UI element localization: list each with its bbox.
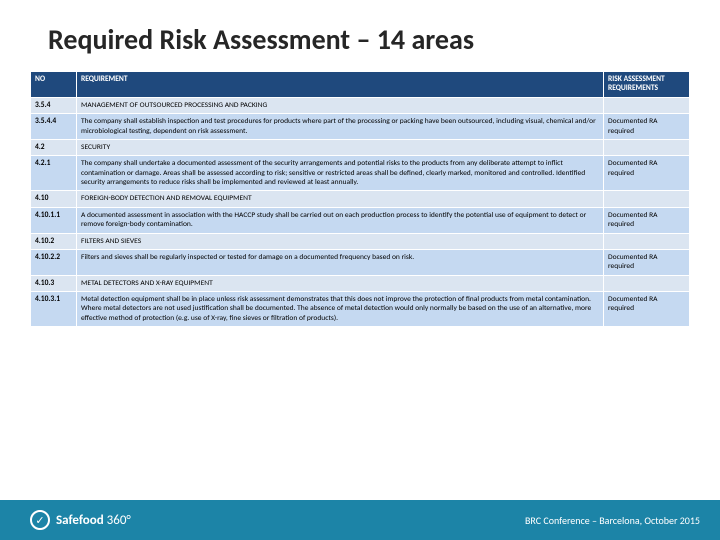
- table-row: 4.2SECURITY: [31, 139, 690, 155]
- table-row: 3.5.4MANAGEMENT OF OUTSOURCED PROCESSING…: [31, 97, 690, 113]
- cell-req: The company shall establish inspection a…: [77, 114, 604, 140]
- cell-req: The company shall undertake a documented…: [77, 156, 604, 191]
- cell-risk: [604, 97, 690, 113]
- cell-no: 4.2.1: [31, 156, 77, 191]
- logo-icon: ✓: [30, 510, 50, 530]
- cell-risk: [604, 233, 690, 249]
- cell-no: 4.10.2: [31, 233, 77, 249]
- table-row: 4.10FOREIGN-BODY DETECTION AND REMOVAL E…: [31, 191, 690, 207]
- table-row: 4.10.1.1A documented assessment in assoc…: [31, 207, 690, 233]
- cell-risk: [604, 191, 690, 207]
- cell-req: A documented assessment in association w…: [77, 207, 604, 233]
- cell-risk: Documented RA required: [604, 114, 690, 140]
- cell-risk: [604, 275, 690, 291]
- cell-no: 4.10.3: [31, 275, 77, 291]
- cell-req: MANAGEMENT OF OUTSOURCED PROCESSING AND …: [77, 97, 604, 113]
- cell-req: FOREIGN-BODY DETECTION AND REMOVAL EQUIP…: [77, 191, 604, 207]
- cell-req: Filters and sieves shall be regularly in…: [77, 249, 604, 275]
- cell-risk: Documented RA required: [604, 292, 690, 327]
- cell-no: 3.5.4: [31, 97, 77, 113]
- cell-risk: Documented RA required: [604, 207, 690, 233]
- cell-req: SECURITY: [77, 139, 604, 155]
- cell-risk: [604, 139, 690, 155]
- th-risk: RISK ASSESSMENT REQUIREMENTS: [604, 72, 690, 98]
- table-row: 4.10.3METAL DETECTORS AND X-RAY EQUIPMEN…: [31, 275, 690, 291]
- conference-text: BRC Conference – Barcelona, October 2015: [525, 514, 700, 527]
- logo: ✓ Safefood 360°: [30, 510, 131, 530]
- table-row: 4.10.2.2Filters and sieves shall be regu…: [31, 249, 690, 275]
- cell-req: METAL DETECTORS AND X-RAY EQUIPMENT: [77, 275, 604, 291]
- cell-req: Metal detection equipment shall be in pl…: [77, 292, 604, 327]
- cell-no: 4.10.3.1: [31, 292, 77, 327]
- th-req: REQUIREMENT: [77, 72, 604, 98]
- table-row: 3.5.4.4The company shall establish inspe…: [31, 114, 690, 140]
- table-row: 4.10.2FILTERS AND SIEVES: [31, 233, 690, 249]
- footer-bar: ✓ Safefood 360° BRC Conference – Barcelo…: [0, 500, 720, 540]
- th-no: NO: [31, 72, 77, 98]
- cell-risk: Documented RA required: [604, 249, 690, 275]
- cell-risk: Documented RA required: [604, 156, 690, 191]
- cell-req: FILTERS AND SIEVES: [77, 233, 604, 249]
- page-title: Required Risk Assessment – 14 areas: [0, 0, 720, 71]
- cell-no: 4.10.2.2: [31, 249, 77, 275]
- cell-no: 4.2: [31, 139, 77, 155]
- table-row: 4.10.3.1Metal detection equipment shall …: [31, 292, 690, 327]
- cell-no: 4.10: [31, 191, 77, 207]
- requirements-table: NO REQUIREMENT RISK ASSESSMENT REQUIREME…: [30, 71, 690, 327]
- logo-text: Safefood 360°: [56, 513, 131, 528]
- cell-no: 3.5.4.4: [31, 114, 77, 140]
- table-row: 4.2.1The company shall undertake a docum…: [31, 156, 690, 191]
- cell-no: 4.10.1.1: [31, 207, 77, 233]
